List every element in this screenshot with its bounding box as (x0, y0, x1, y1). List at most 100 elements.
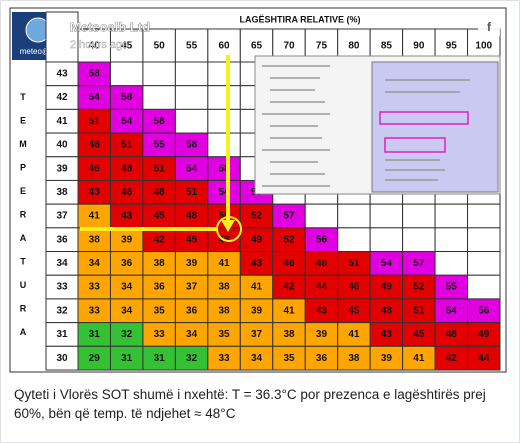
heat-value: 51 (413, 305, 425, 316)
heat-value: 39 (381, 353, 393, 364)
temperature-label: 30 (56, 353, 68, 364)
heat-value: 38 (283, 329, 295, 340)
heat-value: 29 (89, 353, 101, 364)
heat-value: 32 (186, 353, 198, 364)
temperature-label: 33 (56, 282, 68, 293)
heat-value: 57 (283, 211, 295, 222)
heat-value: 32 (121, 329, 133, 340)
heat-value: 43 (381, 329, 393, 340)
heat-value: 33 (89, 282, 101, 293)
heat-cell (207, 85, 241, 110)
temperature-label: 38 (56, 187, 68, 198)
heat-value: 38 (89, 234, 101, 245)
heat-value: 43 (316, 305, 328, 316)
screenshot-panel (371, 61, 499, 193)
humidity-label: 60 (219, 41, 231, 52)
heat-value: 55 (154, 140, 166, 151)
heat-value: 43 (89, 187, 101, 198)
heat-value: 31 (89, 329, 101, 340)
heat-value: 36 (121, 258, 133, 269)
heat-cell (304, 203, 339, 229)
share-button[interactable] (478, 16, 500, 38)
heat-value: 54 (121, 116, 133, 127)
heat-value: 51 (154, 163, 166, 174)
screenshot-highlight (384, 137, 446, 153)
heat-value: 51 (89, 116, 101, 127)
heat-value: 41 (251, 282, 263, 293)
temperature-label: 39 (56, 163, 68, 174)
heat-value: 45 (154, 211, 166, 222)
heat-value: 34 (121, 305, 133, 316)
heat-cell (337, 227, 371, 253)
heat-value: 31 (121, 353, 133, 364)
temperature-label: 41 (56, 116, 68, 127)
temperature-label: 42 (56, 92, 68, 103)
heat-value: 34 (121, 282, 133, 293)
heat-value: 48 (89, 140, 101, 151)
heat-value: 39 (316, 329, 328, 340)
heat-value: 54 (446, 305, 458, 316)
heat-value: 46 (89, 163, 101, 174)
author-name[interactable]: Meteoalb Ltd (70, 19, 151, 34)
heat-cell (207, 132, 241, 158)
heat-value: 43 (251, 258, 263, 269)
humidity-label: 95 (446, 41, 458, 52)
heat-value: 45 (186, 234, 198, 245)
heat-value: 44 (316, 282, 328, 293)
temperature-label: 31 (56, 329, 68, 340)
heat-value: 56 (478, 305, 490, 316)
heat-value: 33 (89, 305, 101, 316)
heat-cell (467, 251, 501, 276)
heat-value: 31 (154, 353, 166, 364)
heat-value: 38 (219, 282, 231, 293)
heat-value: 38 (154, 258, 166, 269)
heat-value: 56 (316, 234, 328, 245)
heat-value: 39 (121, 234, 133, 245)
heat-value: 42 (154, 234, 166, 245)
heat-value: 55 (446, 282, 458, 293)
heat-cell (467, 227, 501, 253)
post-time[interactable]: 2 hours ago (70, 39, 128, 51)
heat-value: 36 (316, 353, 328, 364)
heat-cell (369, 203, 404, 229)
heat-value: 33 (219, 353, 231, 364)
heat-value: 35 (154, 305, 166, 316)
heat-value: 46 (283, 258, 295, 269)
heat-value: 38 (348, 353, 360, 364)
heat-value: 50 (219, 211, 231, 222)
heat-cell (174, 85, 209, 110)
heat-cell (467, 203, 501, 229)
heat-value: 58 (121, 92, 133, 103)
heat-value: 39 (251, 305, 263, 316)
heat-cell (434, 251, 469, 276)
heat-value: 51 (121, 140, 133, 151)
heat-value: 49 (381, 282, 393, 293)
heat-cell (207, 108, 241, 134)
heat-value: 36 (186, 305, 198, 316)
heat-value: 58 (89, 68, 101, 79)
temperature-label: 40 (56, 140, 68, 151)
heat-cell (369, 227, 404, 253)
temperature-label: 37 (56, 211, 68, 222)
humidity-label: 80 (348, 41, 360, 52)
yellow-pointer (80, 55, 242, 242)
heat-value: 43 (121, 211, 133, 222)
heat-value: 48 (316, 258, 328, 269)
humidity-label: 90 (413, 41, 425, 52)
heat-value: 58 (219, 163, 231, 174)
humidity-label: 75 (316, 41, 328, 52)
software-screenshot (254, 55, 501, 195)
heat-cell (434, 227, 469, 253)
humidity-label: 40 (89, 41, 101, 52)
heat-cell (174, 61, 209, 87)
heat-cell (434, 203, 469, 229)
heat-value: 54 (219, 187, 231, 198)
heat-cell (142, 85, 176, 110)
humidity-label: 85 (381, 41, 393, 52)
heat-value: 41 (89, 211, 101, 222)
heat-value: 39 (186, 258, 198, 269)
heat-value: 41 (413, 353, 425, 364)
share-icon[interactable]: f (487, 20, 492, 34)
